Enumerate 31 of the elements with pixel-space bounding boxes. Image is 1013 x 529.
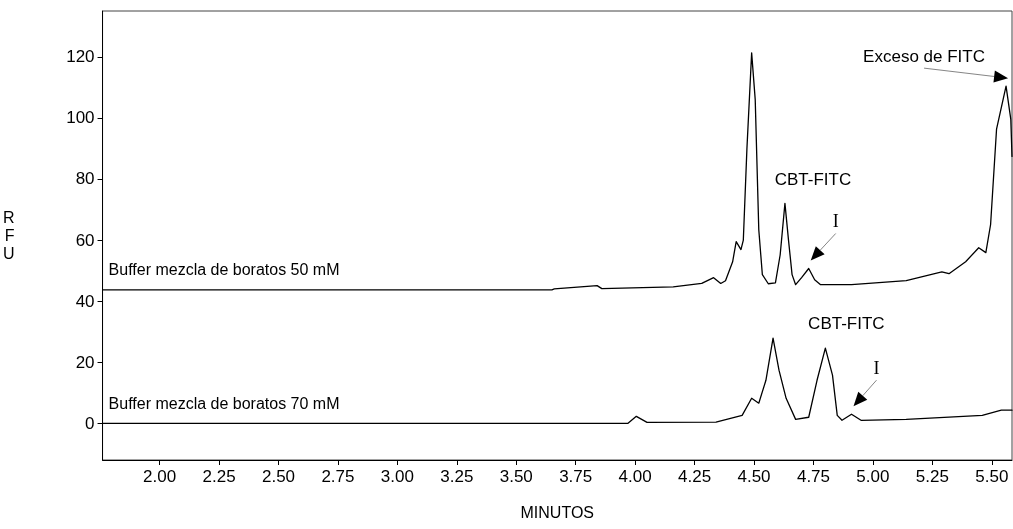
y-tick-label: 20 — [75, 352, 95, 372]
x-tick-label: 2.00 — [143, 467, 177, 486]
annotation: Exceso de FITC — [863, 46, 985, 66]
y-tick-label: 80 — [75, 169, 95, 189]
x-tick-label: 3.00 — [380, 467, 414, 486]
x-tick-label: 4.25 — [678, 467, 712, 486]
annotation: I — [873, 358, 880, 379]
x-tick-label: 2.75 — [321, 467, 355, 486]
x-axis-title: MINUTOS — [520, 503, 595, 521]
x-tick-label: 4.75 — [796, 467, 831, 486]
y-tick-label: 40 — [75, 291, 95, 311]
x-tick-label: 5.25 — [915, 467, 949, 486]
y-tick-label: 100 — [66, 108, 95, 128]
annotation: CBT-FITC — [808, 313, 885, 333]
x-tick-label: 3.75 — [559, 467, 593, 486]
series-label: Buffer mezcla de boratos 70 mM — [108, 394, 340, 412]
y-tick-label: 0 — [85, 413, 95, 433]
x-tick-label: 3.50 — [499, 467, 533, 486]
y-tick-label: 120 — [66, 47, 95, 67]
x-tick-label: 5.00 — [856, 467, 890, 486]
series-label: Buffer mezcla de boratos 50 mM — [108, 261, 340, 279]
x-tick-label: 4.50 — [737, 467, 771, 486]
y-tick-label: 60 — [75, 230, 95, 250]
annotation: CBT-FITC — [774, 169, 852, 189]
y-axis-title: RFU — [2, 209, 15, 262]
x-tick-label: 5.50 — [975, 467, 1009, 486]
x-tick-label: 4.00 — [618, 467, 652, 486]
x-tick-label: 3.25 — [440, 467, 474, 486]
x-tick-label: 2.50 — [261, 467, 296, 486]
annotation: I — [832, 211, 839, 232]
x-tick-label: 2.25 — [202, 467, 236, 486]
